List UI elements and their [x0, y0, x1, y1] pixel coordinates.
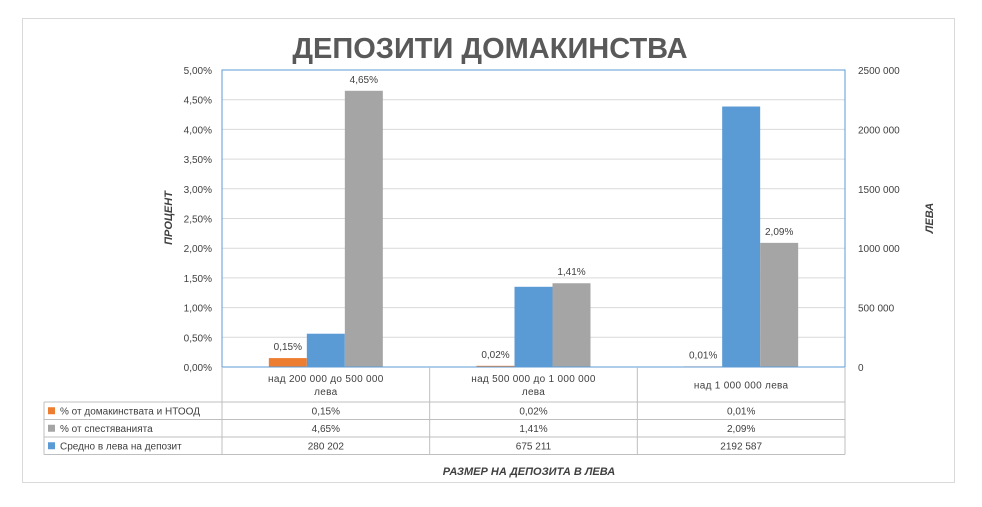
data-label: 0,01%	[689, 350, 717, 361]
legend-key	[48, 442, 55, 450]
bar	[476, 365, 515, 367]
table-cell: 4,65%	[312, 424, 340, 435]
y-tick-label: 0,50%	[184, 333, 212, 344]
row-label: Средно в лева на депозит	[60, 441, 182, 452]
table-cell: 675 211	[516, 441, 552, 452]
y2-tick-label: 1000 000	[858, 244, 900, 255]
x-axis-title: РАЗМЕР НА ДЕПОЗИТА В ЛЕВА	[443, 466, 616, 478]
table-cell: 0,15%	[312, 406, 340, 417]
y-tick-label: 3,00%	[184, 185, 212, 196]
y2-tick-label: 2500 000	[858, 66, 900, 77]
y2-tick-label: 1500 000	[858, 185, 900, 196]
row-label: % от спестяванията	[60, 424, 153, 435]
chart-title: ДЕПОЗИТИ ДОМАКИНСТВА	[292, 33, 687, 65]
y2-axis-title: ЛЕВА	[924, 203, 936, 234]
category-label: лева	[314, 387, 337, 398]
category-label: лева	[522, 387, 545, 398]
data-label: 4,65%	[350, 75, 378, 86]
bar	[552, 283, 591, 367]
row-label: % от домакинствата и НТООД	[60, 406, 200, 417]
y-tick-label: 2,00%	[184, 244, 212, 255]
category-label: над 1 000 000 лева	[694, 381, 789, 392]
y-tick-label: 4,50%	[184, 96, 212, 107]
table-cell: 1,41%	[519, 424, 547, 435]
data-label: 2,09%	[765, 227, 793, 238]
chart-frame	[22, 18, 955, 483]
bar	[514, 286, 553, 367]
y2-tick-label: 500 000	[858, 304, 895, 315]
y2-tick-label: 2000 000	[858, 125, 900, 136]
category-label: над 500 000 до 1 000 000	[471, 374, 596, 385]
bar	[760, 242, 799, 367]
bar	[722, 106, 761, 368]
y2-tick-label: 0	[858, 363, 864, 374]
y-tick-label: 2,50%	[184, 215, 212, 226]
y-tick-label: 3,50%	[184, 155, 212, 166]
data-label: 1,41%	[557, 267, 585, 278]
table-cell: 280 202	[308, 441, 345, 452]
bar	[306, 333, 345, 367]
table-cell: 0,01%	[727, 406, 755, 417]
legend-key	[48, 407, 55, 415]
y-tick-label: 0,00%	[184, 363, 212, 374]
legend-key	[48, 424, 55, 432]
data-label: 0,02%	[481, 350, 509, 361]
bar	[344, 90, 383, 367]
data-label: 0,15%	[274, 342, 302, 353]
category-label: над 200 000 до 500 000	[268, 374, 384, 385]
table-cell: 0,02%	[519, 406, 547, 417]
table-cell: 2,09%	[727, 424, 755, 435]
table-cell: 2192 587	[720, 441, 762, 452]
plot-area-border	[221, 69, 846, 368]
y-tick-label: 4,00%	[184, 125, 212, 136]
bar	[268, 358, 307, 367]
y-axis-title: ПРОЦЕНТ	[163, 190, 175, 245]
y-tick-label: 5,00%	[184, 66, 212, 77]
y-tick-label: 1,00%	[184, 304, 212, 315]
y-tick-label: 1,50%	[184, 274, 212, 285]
